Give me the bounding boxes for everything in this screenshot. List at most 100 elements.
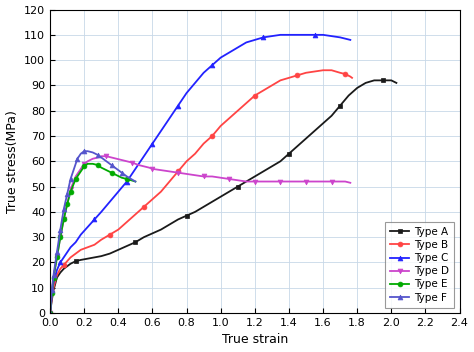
Type D <box>235 178 241 182</box>
Type D <box>114 157 119 161</box>
Type E <box>109 171 114 175</box>
Type F <box>71 167 77 171</box>
Type B <box>141 205 147 209</box>
Type B <box>244 101 249 105</box>
Type D <box>184 172 190 176</box>
Type C <box>78 233 83 237</box>
Type C <box>252 38 258 42</box>
Type B <box>269 83 275 88</box>
Line: Type A: Type A <box>48 78 399 315</box>
Type D <box>136 163 142 167</box>
Type A <box>116 248 121 252</box>
Y-axis label: True stress(MPa): True stress(MPa) <box>6 110 18 213</box>
Type A <box>244 180 249 184</box>
Type B <box>57 267 63 271</box>
Type D <box>68 187 73 191</box>
Type D <box>175 171 181 175</box>
Type C <box>116 189 121 194</box>
Type F <box>114 167 119 171</box>
Type E <box>54 255 60 259</box>
Type B <box>192 152 198 156</box>
Type B <box>337 71 343 75</box>
Type D <box>141 164 147 169</box>
Type B <box>91 243 97 247</box>
Type C <box>57 260 63 265</box>
Type A <box>78 258 83 262</box>
Type B <box>68 255 73 259</box>
Type E <box>82 164 87 169</box>
Type E <box>49 291 55 295</box>
Type E <box>61 217 66 221</box>
Type B <box>295 73 301 77</box>
Type A <box>388 78 394 82</box>
Type F <box>51 273 56 277</box>
Type B <box>261 88 266 93</box>
Type D <box>192 173 198 177</box>
Type A <box>286 152 292 156</box>
Type F <box>68 177 73 181</box>
Type D <box>347 181 353 185</box>
Type B <box>329 68 335 73</box>
Type E <box>51 276 56 280</box>
Type B <box>278 78 283 82</box>
Type A <box>141 235 147 239</box>
Type E <box>57 235 63 239</box>
Type D <box>85 159 91 163</box>
Type C <box>51 281 56 285</box>
Type A <box>107 251 113 256</box>
Type B <box>218 124 224 128</box>
Type C <box>342 37 348 41</box>
Type A <box>312 129 318 133</box>
Type A <box>192 210 198 214</box>
Type B <box>73 251 79 256</box>
Type A <box>57 270 63 275</box>
Line: Type D: Type D <box>48 154 353 315</box>
Type D <box>252 180 258 184</box>
Type D <box>278 180 283 184</box>
Line: Type B: Type B <box>48 68 355 315</box>
Type B <box>342 72 348 76</box>
Type E <box>133 180 138 184</box>
Type A <box>49 298 55 302</box>
Type D <box>261 180 266 184</box>
Type B <box>54 273 60 277</box>
Type A <box>61 267 66 271</box>
Type C <box>269 34 275 38</box>
Type D <box>329 180 335 184</box>
Type C <box>278 33 283 37</box>
Type D <box>286 180 292 184</box>
Type C <box>347 38 353 42</box>
Type B <box>227 116 232 120</box>
Type C <box>218 56 224 60</box>
Type C <box>303 33 309 37</box>
Type B <box>312 69 318 74</box>
Type F <box>90 150 96 155</box>
Type F <box>133 180 138 184</box>
Type D <box>227 177 232 181</box>
Type B <box>320 68 326 73</box>
Type C <box>124 180 130 184</box>
Type D <box>244 180 249 184</box>
Type A <box>295 144 301 148</box>
Type D <box>342 180 348 184</box>
Type E <box>64 202 70 206</box>
Type A <box>201 205 207 209</box>
Type B <box>85 245 91 249</box>
Type A <box>320 121 326 125</box>
Type A <box>124 244 130 248</box>
Type E <box>95 163 100 167</box>
Type B <box>184 159 190 163</box>
Type E <box>68 189 73 194</box>
Type A <box>47 311 53 315</box>
Type F <box>64 192 70 196</box>
Type C <box>91 217 97 221</box>
Type F <box>61 207 66 212</box>
Type D <box>269 180 275 184</box>
Type A <box>54 276 60 280</box>
Type D <box>312 180 318 184</box>
Type F <box>95 153 100 157</box>
Type B <box>150 197 155 201</box>
Type C <box>133 167 138 171</box>
Type A <box>218 195 224 199</box>
Type A <box>278 159 283 163</box>
